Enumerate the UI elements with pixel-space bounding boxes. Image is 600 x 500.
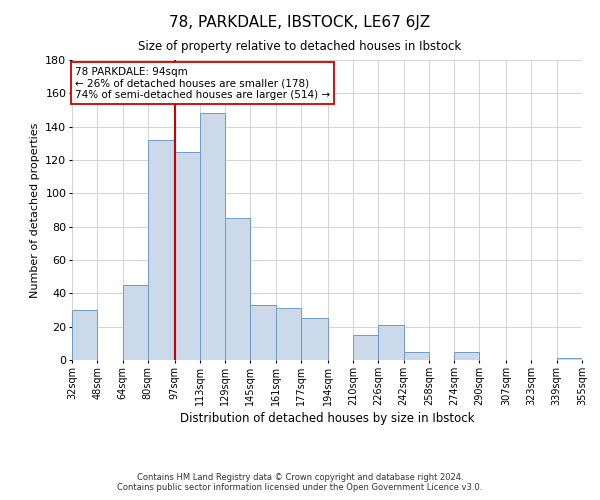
Text: Contains HM Land Registry data © Crown copyright and database right 2024.
Contai: Contains HM Land Registry data © Crown c… [118, 473, 482, 492]
Bar [454, 352, 479, 360]
Bar [557, 358, 582, 360]
Text: 78, PARKDALE, IBSTOCK, LE67 6JZ: 78, PARKDALE, IBSTOCK, LE67 6JZ [169, 15, 431, 30]
Bar [200, 114, 225, 360]
Bar [275, 308, 301, 360]
Bar [72, 310, 97, 360]
Bar [175, 152, 200, 360]
Bar [301, 318, 328, 360]
Y-axis label: Number of detached properties: Number of detached properties [30, 122, 40, 298]
Bar [404, 352, 429, 360]
Bar [379, 325, 404, 360]
Bar [250, 305, 275, 360]
Text: 78 PARKDALE: 94sqm
← 26% of detached houses are smaller (178)
74% of semi-detach: 78 PARKDALE: 94sqm ← 26% of detached hou… [75, 66, 330, 100]
Text: Size of property relative to detached houses in Ibstock: Size of property relative to detached ho… [139, 40, 461, 53]
Bar [225, 218, 250, 360]
X-axis label: Distribution of detached houses by size in Ibstock: Distribution of detached houses by size … [180, 412, 474, 425]
Bar [148, 140, 175, 360]
Bar [122, 285, 148, 360]
Bar [353, 335, 379, 360]
